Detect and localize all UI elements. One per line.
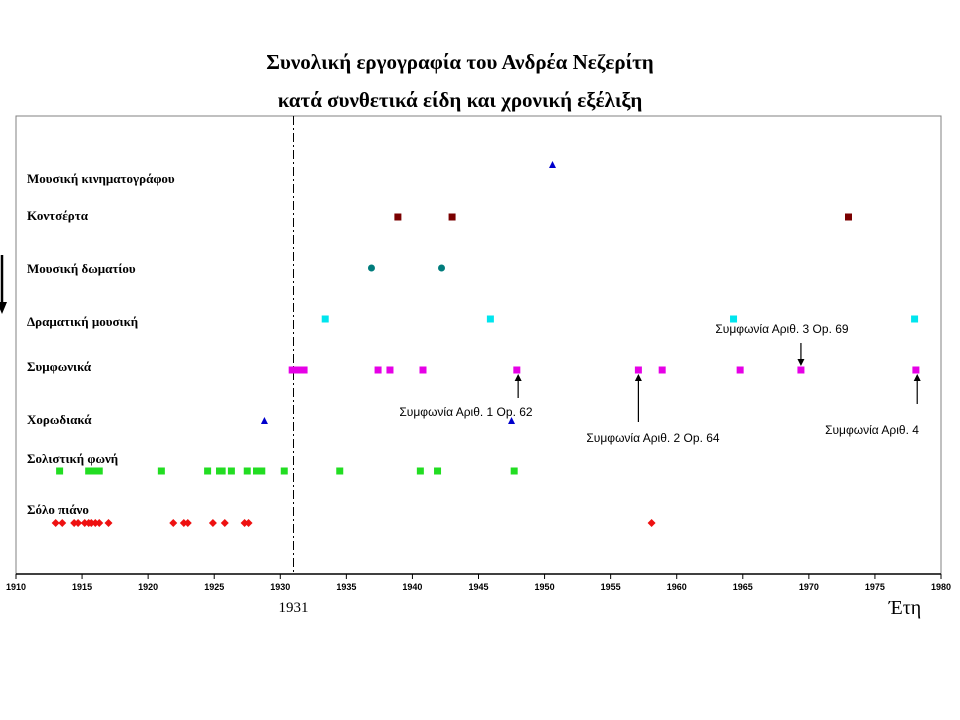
data-point [374,366,382,374]
data-point [95,467,103,475]
data-point [258,467,266,475]
category-label: Μουσική δωματίου [27,261,136,276]
data-point [394,213,402,221]
data-point [367,264,375,272]
data-point [243,467,251,475]
annotation-label: Συμφωνία Αριθ. 3 Op. 69 [715,322,849,336]
x-tick-label: 1945 [468,582,488,592]
data-point [204,467,212,475]
data-point [448,213,456,221]
data-point [293,366,301,374]
data-point [56,467,64,475]
data-point [510,467,518,475]
x-tick-label: 1925 [204,582,224,592]
data-point [658,366,666,374]
data-point [321,315,329,323]
category-label: Σολιστική φωνή [27,451,118,466]
reference-line-label: 1931 [279,600,309,616]
data-point [730,315,738,323]
data-point [797,366,805,374]
x-tick-label: 1915 [72,582,92,592]
data-point [58,519,67,527]
category-label: Χορωδιακά [27,412,92,427]
x-tick-label: 1960 [667,582,687,592]
x-tick-label: 1930 [270,582,290,592]
annotation-label: Συμφωνία Αριθ. 4 [825,423,919,437]
data-point [513,366,521,374]
data-point [288,366,296,374]
data-point [419,366,427,374]
data-point [183,519,192,527]
data-point [912,366,920,374]
data-point [647,519,656,527]
data-point [104,519,113,527]
data-point [74,519,83,527]
data-point [336,467,344,475]
data-point [434,467,442,475]
category-label: Σόλο πιάνο [27,502,89,517]
x-tick-label: 1950 [535,582,555,592]
category-label: Δραματική μουσική [27,314,138,329]
data-point [486,315,494,323]
data-point [95,519,104,527]
data-point [208,519,217,527]
data-point [438,264,445,272]
category-label: Μουσική κινηματογράφου [27,171,175,186]
data-point [280,467,288,475]
data-point [911,315,919,323]
data-point [169,519,178,527]
x-tick-label: 1920 [138,582,158,592]
chart-title: Συνολική εργογραφία του Ανδρέα Νεζερίτη [266,50,654,74]
data-point [85,467,93,475]
data-point [218,467,226,475]
annotation-arrowhead-icon [634,374,642,381]
chart-subtitle: κατά συνθετικά είδη και χρονική εξέλιξη [277,88,643,112]
data-point [300,366,308,374]
data-point [416,467,424,475]
annotation-arrowhead-icon [514,374,522,381]
x-tick-label: 1955 [601,582,621,592]
x-tick-label: 1910 [6,582,26,592]
x-tick-label: 1935 [336,582,356,592]
data-point [508,417,516,424]
data-point [736,366,744,374]
left-edge-arrow-icon [0,255,7,314]
annotation-arrowhead-icon [913,374,921,381]
data-point [386,366,394,374]
x-tick-label: 1965 [733,582,753,592]
x-tick-label: 1940 [402,582,422,592]
data-point [845,213,852,221]
data-point [634,366,642,374]
data-point [220,519,229,527]
data-point [227,467,235,475]
annotation-label: Συμφωνία Αριθ. 2 Op. 64 [586,431,720,445]
category-label: Συμφωνικά [27,359,92,374]
x-tick-label: 1975 [865,582,885,592]
annotation-arrowhead-icon [797,359,805,366]
x-tick-label: 1970 [799,582,819,592]
data-point [244,519,253,527]
category-label: Κοντσέρτα [27,208,89,223]
annotation-label: Συμφωνία Αριθ. 1 Op. 62 [399,405,533,419]
data-point [157,467,165,475]
data-point [51,519,60,527]
data-point [253,467,260,475]
x-axis-label: Έτη [888,597,921,619]
data-point [260,417,268,424]
data-point [91,467,99,475]
data-point [549,161,556,168]
x-tick-label: 1980 [931,582,951,592]
